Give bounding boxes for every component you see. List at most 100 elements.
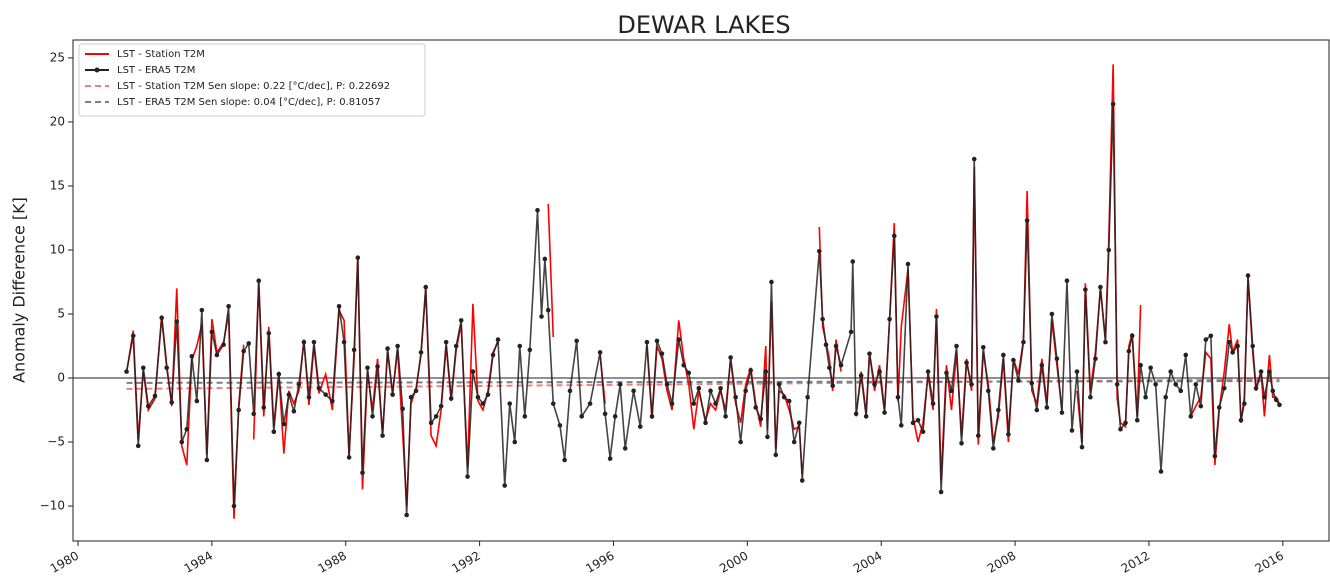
data-point — [1273, 397, 1279, 403]
data-point — [330, 398, 335, 404]
data-point — [316, 385, 322, 391]
data-point — [370, 414, 375, 419]
data-point — [1011, 357, 1016, 363]
data-point — [276, 371, 282, 377]
data-point — [863, 414, 869, 419]
data-point — [251, 411, 257, 417]
data-point — [587, 401, 593, 406]
data-point — [522, 414, 528, 419]
data-point — [428, 420, 434, 426]
legend-label: LST - Station T2M Sen slope: 0.22 [°C/de… — [117, 81, 390, 92]
data-point — [1238, 417, 1244, 423]
data-point — [891, 233, 897, 239]
data-point — [413, 388, 419, 394]
data-point — [1208, 333, 1214, 339]
data-point — [617, 382, 623, 387]
data-point — [1106, 247, 1112, 253]
data-point — [1168, 369, 1174, 374]
data-point — [805, 394, 810, 400]
data-point — [975, 433, 981, 438]
data-point — [512, 439, 518, 445]
data-point — [204, 457, 210, 463]
data-point — [723, 414, 728, 419]
data-point — [418, 350, 424, 355]
data-point — [448, 396, 454, 401]
data-point — [194, 398, 200, 404]
data-point — [145, 403, 151, 409]
data-point — [1129, 333, 1135, 339]
data-point — [199, 307, 205, 313]
plot-frame — [72, 39, 1330, 542]
y-tick-label: 15 — [50, 178, 65, 192]
data-point — [1250, 343, 1255, 349]
data-point — [827, 365, 832, 371]
data-point — [920, 429, 926, 435]
y-tick-label: −5 — [47, 435, 65, 449]
x-tick-label: 1992 — [449, 549, 482, 576]
data-point — [1193, 382, 1199, 387]
data-point — [470, 369, 476, 374]
data-point — [1258, 369, 1264, 374]
data-point — [910, 420, 916, 426]
data-point — [664, 382, 670, 387]
data-point — [867, 351, 872, 356]
data-point — [1216, 405, 1222, 410]
data-point — [743, 388, 748, 394]
data-point — [991, 446, 996, 451]
data-point — [404, 512, 409, 518]
data-point — [475, 394, 481, 400]
data-point — [256, 278, 262, 284]
data-point — [607, 456, 613, 461]
y-tick-label: −10 — [40, 499, 65, 513]
y-tick-label: 10 — [50, 242, 65, 256]
x-tick-label: 1980 — [48, 549, 81, 576]
data-point — [1242, 401, 1247, 406]
x-tick-label: 2000 — [717, 549, 750, 576]
data-point — [159, 315, 164, 321]
data-point — [676, 337, 682, 342]
data-point — [1024, 218, 1030, 223]
series-line — [125, 103, 1281, 516]
data-point — [395, 343, 400, 349]
data-point — [306, 394, 312, 400]
data-point — [833, 343, 839, 349]
data-point — [1054, 356, 1060, 362]
y-tick-label: 5 — [57, 306, 65, 320]
x-tick-label: 2008 — [985, 549, 1018, 576]
data-point — [654, 338, 660, 344]
x-tick-label: 1996 — [583, 549, 616, 576]
data-point — [1183, 352, 1189, 358]
data-point — [286, 392, 292, 397]
data-point — [1143, 394, 1148, 400]
data-point — [949, 388, 954, 394]
data-point — [574, 338, 579, 344]
data-point — [495, 337, 501, 342]
x-tick-label: 2016 — [1253, 549, 1286, 576]
data-point — [164, 365, 170, 371]
data-point — [971, 156, 977, 162]
data-point — [1079, 444, 1085, 450]
data-point — [266, 330, 272, 336]
data-point — [786, 398, 792, 404]
data-point — [1006, 432, 1011, 437]
data-point — [597, 350, 603, 355]
data-point — [1262, 394, 1267, 400]
data-point — [557, 423, 563, 428]
data-point — [443, 339, 449, 345]
data-point — [360, 470, 365, 476]
data-point — [799, 478, 805, 483]
data-point — [1093, 356, 1098, 362]
data-point — [1267, 369, 1272, 374]
data-point — [708, 388, 713, 394]
data-point — [281, 421, 287, 427]
data-point — [502, 483, 508, 488]
data-point — [296, 382, 302, 387]
data-point — [346, 455, 352, 460]
data-point — [930, 401, 936, 406]
data-point — [858, 373, 864, 378]
data-point — [1198, 403, 1204, 409]
data-point — [1203, 337, 1209, 342]
data-point — [184, 426, 190, 432]
data-point — [169, 400, 175, 405]
data-point — [1235, 343, 1240, 349]
